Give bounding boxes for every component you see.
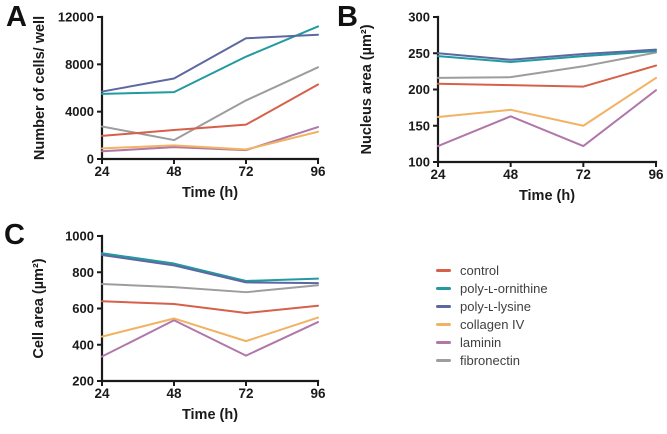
chart-number-of-cells: 0 4000 8000 12000 24 48 72 96 Time (h) Number of … [32, 10, 326, 202]
svg-text:8000: 8000 [65, 57, 94, 72]
svg-text:72: 72 [576, 167, 591, 182]
svg-text:72: 72 [238, 386, 253, 401]
svg-text:24: 24 [94, 386, 110, 401]
series-collagen IV [437, 76, 657, 127]
svg-text:300: 300 [408, 10, 430, 25]
legend-swatch-poly-l-ornithine [436, 286, 451, 290]
svg-text:Time (h): Time (h) [182, 185, 238, 201]
svg-text:24: 24 [430, 167, 446, 182]
svg-text:24: 24 [94, 164, 110, 179]
series-collagen IV [101, 316, 319, 343]
svg-text:96: 96 [310, 164, 326, 179]
panel-label-b: B [337, 1, 358, 33]
svg-text:96: 96 [310, 386, 326, 401]
legend-label-poly-l-ornithine: poly-ʟ-ornithine [460, 280, 548, 296]
svg-text:Nucleus area (µm²): Nucleus area (µm²) [359, 24, 375, 154]
svg-text:48: 48 [166, 386, 182, 401]
chart-nucleus-area: 100 150 200 250 300 24 48 72 96 Time (h) Nucleus a… [359, 10, 664, 205]
legend-item-fibronectin: fibronectin [436, 351, 548, 369]
svg-text:Time (h): Time (h) [519, 188, 575, 204]
series-control [437, 64, 657, 88]
legend-swatch-control [436, 268, 451, 272]
series-poly-ʟ-ornithine [437, 50, 657, 63]
legend-swatch-laminin [436, 340, 451, 344]
svg-text:Number of cells/ well: Number of cells/ well [32, 16, 48, 160]
series-poly-ʟ-lysine [101, 33, 319, 93]
legend-item-poly-l-lysine: poly-ʟ-lysine [436, 297, 548, 315]
svg-text:4000: 4000 [65, 104, 94, 119]
legend-swatch-poly-l-lysine [436, 304, 451, 308]
svg-text:200: 200 [408, 82, 430, 97]
svg-text:400: 400 [72, 337, 94, 352]
legend-item-poly-l-ornithine: poly-ʟ-ornithine [436, 279, 548, 297]
panel-label-c: C [4, 219, 25, 251]
legend-label-laminin: laminin [460, 334, 502, 350]
svg-text:48: 48 [503, 167, 519, 182]
legend-label-collagen-iv: collagen IV [460, 316, 525, 332]
series-poly-ʟ-lysine [437, 48, 657, 61]
svg-text:48: 48 [166, 164, 182, 179]
series-poly-ʟ-ornithine [101, 252, 319, 282]
svg-text:12000: 12000 [58, 10, 94, 25]
svg-text:150: 150 [408, 118, 430, 133]
svg-text:800: 800 [72, 265, 94, 280]
svg-text:96: 96 [648, 167, 664, 182]
panel-label-a: A [6, 1, 27, 33]
series-fibronectin [437, 51, 657, 79]
series-laminin [437, 89, 657, 148]
series-laminin [101, 126, 319, 153]
legend-item-collagen-iv: collagen IV [436, 315, 548, 333]
svg-text:72: 72 [238, 164, 253, 179]
legend: control poly-ʟ-ornithine poly-ʟ-lysine c… [436, 261, 548, 369]
series-laminin [101, 319, 319, 358]
svg-text:1000: 1000 [65, 229, 94, 244]
series-poly-ʟ-lysine [101, 254, 319, 285]
svg-text:Time (h): Time (h) [182, 407, 238, 423]
legend-item-control: control [436, 261, 548, 279]
legend-label-poly-l-lysine: poly-ʟ-lysine [460, 298, 531, 314]
series-collagen IV [101, 130, 319, 151]
svg-text:250: 250 [408, 46, 430, 61]
series-control [101, 83, 319, 137]
series-fibronectin [101, 283, 319, 294]
svg-text:Cell area (µm²): Cell area (µm²) [31, 258, 47, 358]
svg-text:200: 200 [72, 374, 94, 389]
legend-item-laminin: laminin [436, 333, 548, 351]
legend-label-control: control [460, 262, 500, 278]
legend-swatch-collagen-iv [436, 322, 451, 326]
series-poly-ʟ-ornithine [101, 25, 319, 95]
legend-label-fibronectin: fibronectin [460, 352, 520, 368]
legend-swatch-fibronectin [436, 358, 451, 362]
svg-text:600: 600 [72, 301, 94, 316]
svg-text:100: 100 [408, 155, 430, 170]
series-control [101, 300, 319, 315]
svg-text:0: 0 [87, 152, 94, 167]
chart-cell-area: 200 400 600 800 1000 24 48 72 96 Time (h) Cell are… [31, 229, 326, 424]
